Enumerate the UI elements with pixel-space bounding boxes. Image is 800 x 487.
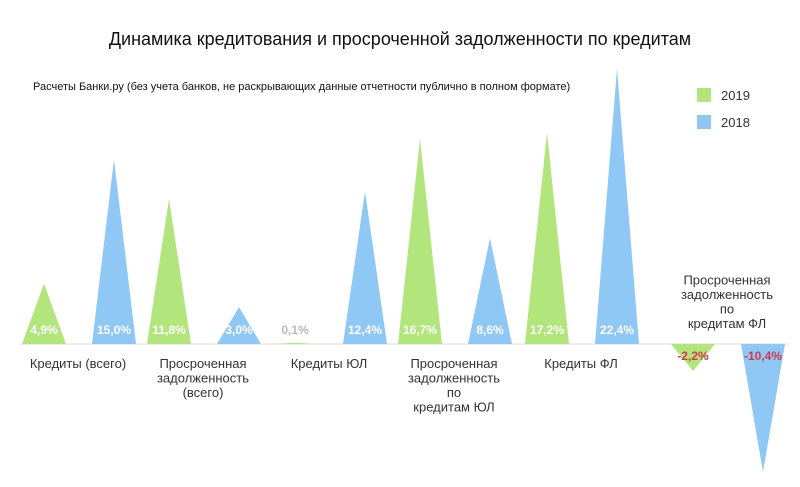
data-label-2019-4: 17,2% bbox=[530, 323, 564, 337]
legend-label-2018: 2018 bbox=[721, 115, 750, 130]
chart-marks: 4,9% 11,8% 0,1% 16,7% 17,2% -2,2% 15,0% 3,0% 12,… bbox=[22, 68, 785, 472]
bar-2019-5 bbox=[671, 344, 715, 372]
legend-label-2019: 2019 bbox=[721, 88, 750, 103]
bar-2018-5 bbox=[741, 344, 785, 472]
data-label-2019-5: -2,2% bbox=[677, 349, 709, 363]
data-label-2018-5: -10,4% bbox=[744, 349, 782, 363]
legend-swatch-2019 bbox=[697, 88, 711, 102]
bar-2019-0 bbox=[22, 283, 66, 344]
category-label-1: Просроченная задолженность (всего) bbox=[157, 356, 249, 400]
legend: 2019 2018 bbox=[697, 88, 750, 130]
bar-2019-2 bbox=[273, 342, 317, 344]
chart-title: Динамика кредитования и просроченной зад… bbox=[109, 29, 691, 49]
category-label-5: Просроченная задолженность по кредитам ФЛ bbox=[681, 273, 773, 332]
chart-subtitle: Расчеты Банки.ру (без учета банков, не р… bbox=[33, 81, 570, 93]
bar-2019-3 bbox=[398, 138, 442, 344]
bar-2018-2 bbox=[343, 191, 387, 344]
data-label-2019-1: 11,8% bbox=[152, 323, 186, 337]
category-label-0: Кредиты (всего) bbox=[30, 356, 126, 371]
data-label-2018-2: 12,4% bbox=[348, 323, 382, 337]
category-label-4: Кредиты ФЛ bbox=[544, 356, 618, 371]
category-label-3: Просроченная задолженность по кредитам ЮЛ bbox=[408, 356, 500, 415]
data-label-2019-3: 16,7% bbox=[403, 323, 437, 337]
data-label-2019-2: 0,1% bbox=[281, 323, 309, 337]
data-label-2018-0: 15,0% bbox=[97, 323, 131, 337]
data-label-2019-0: 4,9% bbox=[30, 323, 58, 337]
bar-2019-4 bbox=[525, 132, 569, 344]
bar-2018-0 bbox=[92, 159, 136, 344]
bar-2018-3 bbox=[468, 238, 512, 344]
bar-2019-1 bbox=[147, 198, 191, 344]
bar-2018-1 bbox=[217, 307, 261, 344]
data-label-2018-3: 8,6% bbox=[476, 323, 504, 337]
legend-swatch-2018 bbox=[697, 115, 711, 129]
data-label-2018-1: 3,0% bbox=[225, 323, 253, 337]
data-label-2018-4: 22,4% bbox=[600, 323, 634, 337]
category-label-2: Кредиты ЮЛ bbox=[291, 356, 368, 371]
bar-2018-4 bbox=[595, 68, 639, 344]
